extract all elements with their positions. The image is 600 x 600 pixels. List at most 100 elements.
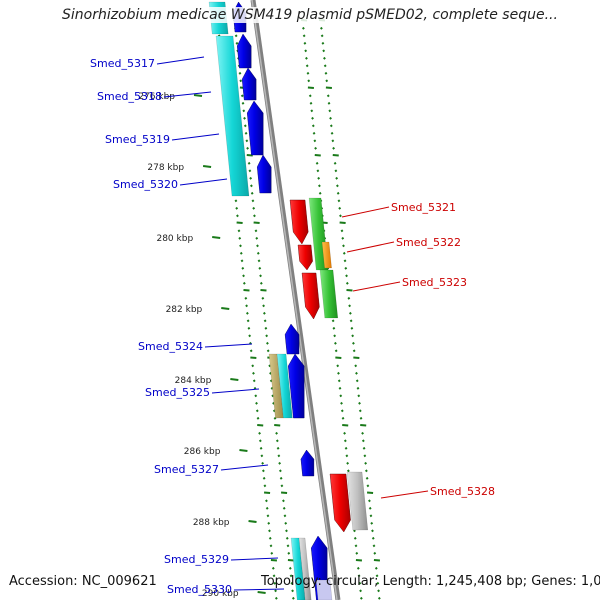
ring-tick bbox=[364, 461, 368, 465]
ring-tick bbox=[347, 296, 351, 300]
label-leader-line bbox=[220, 464, 269, 471]
gene-label-forward[interactable]: Smed_5330 bbox=[167, 583, 232, 596]
ring-tick bbox=[335, 356, 342, 359]
scale-tick bbox=[230, 378, 239, 381]
ring-tick bbox=[282, 506, 286, 510]
ring-tick bbox=[348, 304, 352, 308]
ring-tick bbox=[244, 296, 248, 300]
ring-tick bbox=[302, 34, 306, 38]
ring-tick bbox=[246, 154, 253, 157]
cog-bar-cyan[interactable] bbox=[290, 537, 306, 600]
gene-label-reverse[interactable]: Smed_5322 bbox=[396, 236, 461, 249]
ring-tick bbox=[358, 401, 361, 405]
ring-tick bbox=[323, 56, 326, 60]
cog-bar-green[interactable] bbox=[319, 269, 339, 319]
ring-tick bbox=[338, 206, 342, 210]
ring-tick bbox=[373, 559, 381, 562]
gene-label-forward[interactable]: Smed_5327 bbox=[154, 463, 219, 476]
ring-tick bbox=[339, 394, 343, 398]
ring-tick bbox=[342, 424, 349, 427]
ring-tick bbox=[332, 146, 335, 150]
ring-tick bbox=[260, 454, 264, 458]
ring-tick bbox=[343, 259, 347, 263]
ring-tick bbox=[240, 94, 244, 98]
ring-tick bbox=[375, 574, 379, 578]
ring-tick bbox=[263, 319, 267, 323]
ring-tick bbox=[343, 431, 346, 435]
ring-tick bbox=[237, 229, 241, 233]
ring-tick bbox=[359, 596, 363, 600]
ring-tick bbox=[345, 454, 349, 458]
ring-tick bbox=[340, 229, 344, 233]
ring-tick bbox=[345, 281, 349, 285]
ring-tick bbox=[266, 349, 270, 353]
cog-bar-cyan[interactable] bbox=[276, 353, 293, 419]
ring-tick bbox=[331, 319, 335, 323]
ring-tick bbox=[251, 364, 255, 368]
cog-bar-orange[interactable] bbox=[321, 241, 332, 269]
label-leader-line bbox=[204, 343, 253, 348]
ring-tick bbox=[259, 274, 262, 278]
ring-tick bbox=[308, 94, 312, 98]
ring-tick bbox=[235, 41, 239, 45]
ring-tick bbox=[248, 169, 252, 173]
gene-label-forward[interactable]: Smed_5319 bbox=[105, 133, 170, 146]
gene-label-forward[interactable]: Smed_5317 bbox=[90, 57, 155, 70]
ring-tick bbox=[305, 56, 308, 60]
ring-tick bbox=[361, 431, 364, 435]
ring-tick bbox=[268, 364, 272, 368]
ring-tick bbox=[318, 184, 321, 188]
ring-tick bbox=[341, 416, 345, 420]
gene-label-forward[interactable]: Smed_5320 bbox=[113, 178, 178, 191]
ring-tick bbox=[244, 131, 248, 135]
ring-tick bbox=[285, 536, 289, 540]
ring-tick bbox=[346, 289, 353, 292]
gene-arrow-smed-5317[interactable] bbox=[236, 33, 252, 69]
gene-label-forward[interactable]: Smed_5318 bbox=[97, 90, 162, 103]
ring-tick bbox=[350, 326, 354, 330]
ring-tick bbox=[369, 514, 373, 518]
gene-label-reverse[interactable]: Smed_5323 bbox=[402, 276, 467, 289]
ring-tick bbox=[247, 326, 251, 330]
gene-arrow-smed-5318[interactable] bbox=[241, 67, 257, 101]
gene-label-forward[interactable]: Smed_5329 bbox=[164, 553, 229, 566]
gene-arrow-smed-5320[interactable] bbox=[256, 154, 272, 194]
gene-arrow-smed-5328[interactable] bbox=[329, 473, 351, 533]
ring-tick bbox=[352, 341, 355, 345]
cog-bar-gray[interactable] bbox=[346, 471, 369, 531]
ring-tick bbox=[309, 101, 313, 105]
ring-tick bbox=[261, 296, 265, 300]
ring-tick bbox=[270, 551, 274, 555]
label-leader-line bbox=[380, 490, 429, 499]
gene-arrow-smed-5327[interactable] bbox=[300, 449, 315, 477]
ring-tick bbox=[255, 409, 259, 413]
ring-tick bbox=[337, 379, 341, 383]
gene-label-forward[interactable]: Smed_5324 bbox=[138, 340, 203, 353]
ring-tick bbox=[333, 334, 337, 338]
ring-tick bbox=[246, 319, 250, 323]
gene-label-reverse[interactable]: Smed_5328 bbox=[430, 485, 495, 498]
ring-tick bbox=[249, 176, 253, 180]
gene-label-reverse[interactable]: Smed_5321 bbox=[391, 201, 456, 214]
label-leader-line bbox=[171, 133, 220, 141]
gene-arrow-smed-5321[interactable] bbox=[289, 199, 309, 245]
ring-tick bbox=[345, 274, 348, 278]
scale-label: 286 kbp bbox=[184, 447, 221, 457]
ring-tick bbox=[333, 161, 337, 165]
gene-block-smed-5330[interactable] bbox=[315, 579, 333, 600]
ring-tick bbox=[242, 281, 246, 285]
ring-tick bbox=[269, 379, 273, 383]
ring-tick bbox=[354, 544, 358, 548]
cog-bar-cyan[interactable] bbox=[215, 35, 250, 197]
gene-arrow-smed-5319[interactable] bbox=[246, 100, 264, 156]
gene-arrow-smed-5323[interactable] bbox=[301, 272, 320, 320]
ring-tick bbox=[312, 131, 316, 135]
ring-tick bbox=[358, 409, 362, 413]
gene-arrow-smed-5322[interactable] bbox=[297, 244, 313, 271]
ring-tick bbox=[274, 424, 281, 427]
gene-arrow-smed-5325[interactable] bbox=[287, 353, 305, 419]
gene-arrow-smed-5324[interactable] bbox=[284, 323, 300, 355]
ring-tick bbox=[250, 191, 254, 195]
gene-label-forward[interactable]: Smed_5325 bbox=[145, 386, 210, 399]
cog-bar-gray[interactable] bbox=[298, 537, 312, 600]
